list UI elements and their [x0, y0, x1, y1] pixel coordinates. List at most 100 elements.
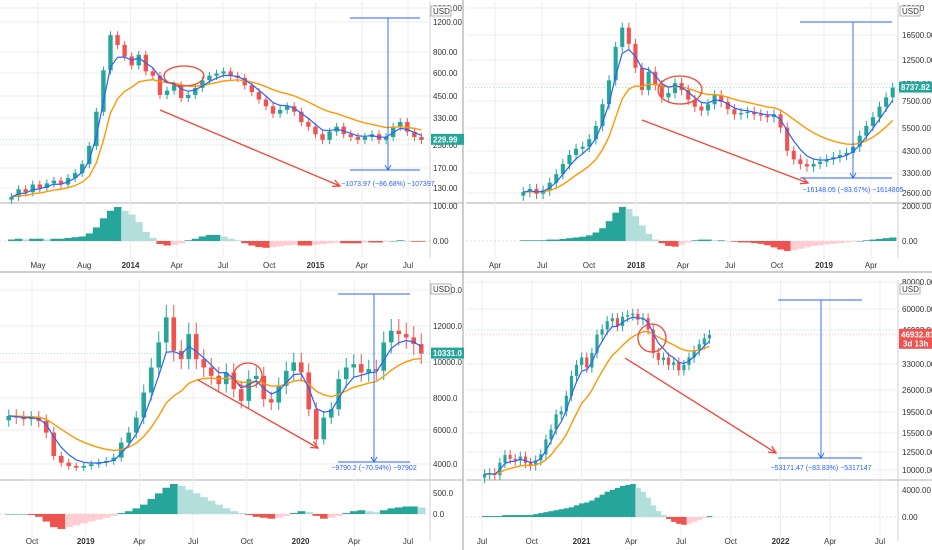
chart-2-macd-bar	[684, 241, 692, 243]
chart-2-macd-bar	[863, 240, 871, 241]
chart-3-macd-bar	[230, 511, 238, 514]
chart-1-macd-bar	[149, 237, 157, 241]
chart-1-candle-body	[214, 73, 219, 76]
chart-1-macd-bar	[283, 241, 292, 246]
chart-1-macd-bar	[389, 241, 398, 242]
chart-1-macd-bar	[276, 241, 285, 247]
chart-3-x-tick-label: 2019	[77, 537, 95, 546]
chart-3-candle-body	[193, 334, 199, 360]
chart-2-macd-bar	[599, 228, 607, 241]
chart-2-currency-badge	[899, 5, 921, 17]
chart-2-macd-bar	[843, 241, 851, 243]
chart-2-macd-bar	[810, 241, 818, 246]
chart-2-x-tick-label: 2018	[627, 261, 645, 270]
chart-1-candle-body	[44, 183, 50, 188]
chart-1-macd-bar	[241, 241, 249, 244]
chart-2-y-tick-label: 12500.00	[902, 56, 932, 65]
chart-2-macd-bar	[777, 241, 785, 250]
chart-3-trend-arrow-line	[197, 379, 319, 449]
chart-1-macd-bar	[269, 241, 277, 248]
chart-2-candle-body	[607, 80, 612, 105]
chart-1-x-tick-label: May	[30, 261, 45, 270]
chart-1-indicator-tick-label: 100.00	[433, 202, 458, 211]
chart-1-macd-bar	[198, 236, 207, 241]
chart-1-y-tick-label: 130.00	[433, 184, 458, 193]
chart-3-macd-bar	[110, 514, 118, 516]
chart-2-x-tick-label: Apr	[489, 261, 502, 270]
chart-2-macd-histogram	[520, 207, 897, 251]
chart-3-candle-body	[28, 417, 34, 420]
chart-4-macd-bar	[492, 516, 498, 517]
chart-2-candle-body	[864, 125, 869, 136]
chart-3-indicator-tick-label: 0.0	[433, 510, 445, 519]
chart-3-candle-body	[6, 415, 12, 421]
chart-2-candle-body	[567, 154, 572, 165]
chart-4-candle-body	[697, 344, 701, 351]
chart-2-y-tick-label: 2600.00	[902, 189, 931, 198]
chart-2-macd-bar	[869, 239, 877, 241]
chart-2-candle-body	[672, 83, 678, 94]
chart-3-macd-bar	[132, 508, 141, 514]
chart-1-candle-body	[292, 106, 297, 112]
chart-4-y-tick-label: 15500.00	[902, 429, 932, 438]
chart-4-macd-bar	[620, 485, 626, 517]
chart-2-y-tick-label: 4300.00	[902, 147, 931, 156]
chart-1-x-tick-label: Apr	[356, 261, 369, 270]
chart-3-candle-body	[343, 367, 349, 380]
chart-4-macd-bar	[482, 516, 488, 517]
chart-2-macd-bar	[671, 241, 679, 247]
chart-2-candle-body	[877, 106, 882, 118]
chart-3-candle-body	[21, 417, 27, 420]
chart-3-macd-bar	[402, 506, 411, 514]
chart-4-macd-bar	[528, 515, 534, 517]
chart-1-macd-bar	[234, 240, 242, 241]
chart-3-candle-body	[81, 465, 87, 468]
chart-4-macd-bar	[594, 497, 600, 517]
chart-2-macd-bar	[625, 209, 633, 241]
chart-1-candle-body	[320, 134, 325, 140]
chart-3-macd-bar	[260, 514, 268, 518]
chart-3-macd-bar	[297, 511, 306, 514]
chart-1-macd-bar	[85, 233, 94, 241]
chart-4-x-tick-label: 2022	[772, 537, 790, 546]
chart-1-candle-body	[200, 80, 205, 88]
chart-3-candle-body	[111, 457, 117, 461]
chart-3-macd-bar	[95, 514, 103, 520]
chart-2-macd-bar	[744, 241, 752, 243]
chart-4-y-tick-label: 12500.00	[902, 448, 932, 457]
chart-4-x-tick-label: Oct	[526, 537, 539, 546]
chart-1-macd-bar	[71, 237, 80, 241]
chart-3-macd-bar	[410, 506, 418, 514]
chart-2-macd-bar	[737, 241, 745, 243]
chart-2-candle-body	[705, 104, 711, 111]
chart-2-candle-body	[890, 87, 895, 98]
chart-4-macd-bar	[538, 513, 544, 517]
chart-4-y-tick-label: 33000.00	[902, 360, 932, 369]
chart-1-macd-bar	[333, 241, 341, 243]
chart-2-candle-body	[771, 114, 777, 118]
chart-2-candle-body	[626, 27, 631, 44]
chart-2-candle-body	[765, 115, 770, 118]
chart-4-candle-body	[672, 362, 676, 365]
chart-3-candle-body	[291, 362, 297, 371]
chart-3-candle-body	[66, 462, 72, 466]
chart-4-x-tick-label: 2021	[573, 537, 591, 546]
chart-2-macd-bar	[632, 216, 640, 241]
chart-2-candle-body	[732, 109, 737, 115]
chart-2-last-price-badge	[899, 81, 932, 93]
chart-1-candle-body	[186, 94, 191, 98]
chart-2-macd-bar	[856, 241, 864, 242]
chart-4-x-tick-label: Jul	[477, 537, 487, 546]
chart-1-macd-bar	[396, 240, 405, 241]
chart-1-macd-bar	[205, 234, 214, 241]
chart-2-macd-bar	[876, 238, 884, 241]
chart-1-candle-body	[391, 126, 396, 137]
chart-2-macd-bar	[526, 240, 534, 241]
chart-1-macd-histogram	[8, 207, 426, 248]
chart-2-candle-body	[692, 99, 697, 107]
chart-3-macd-bar	[117, 513, 126, 514]
chart-1-macd-bar	[43, 239, 51, 241]
chart-2-candle-body	[824, 159, 829, 162]
chart-2-candle-body	[587, 139, 592, 147]
chart-3-candle-body	[388, 330, 394, 343]
